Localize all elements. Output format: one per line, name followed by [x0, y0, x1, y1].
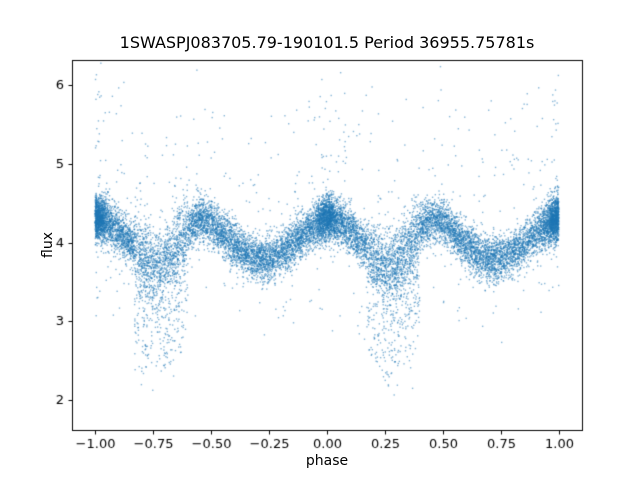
- light-curve-scatter-plot: [0, 0, 640, 480]
